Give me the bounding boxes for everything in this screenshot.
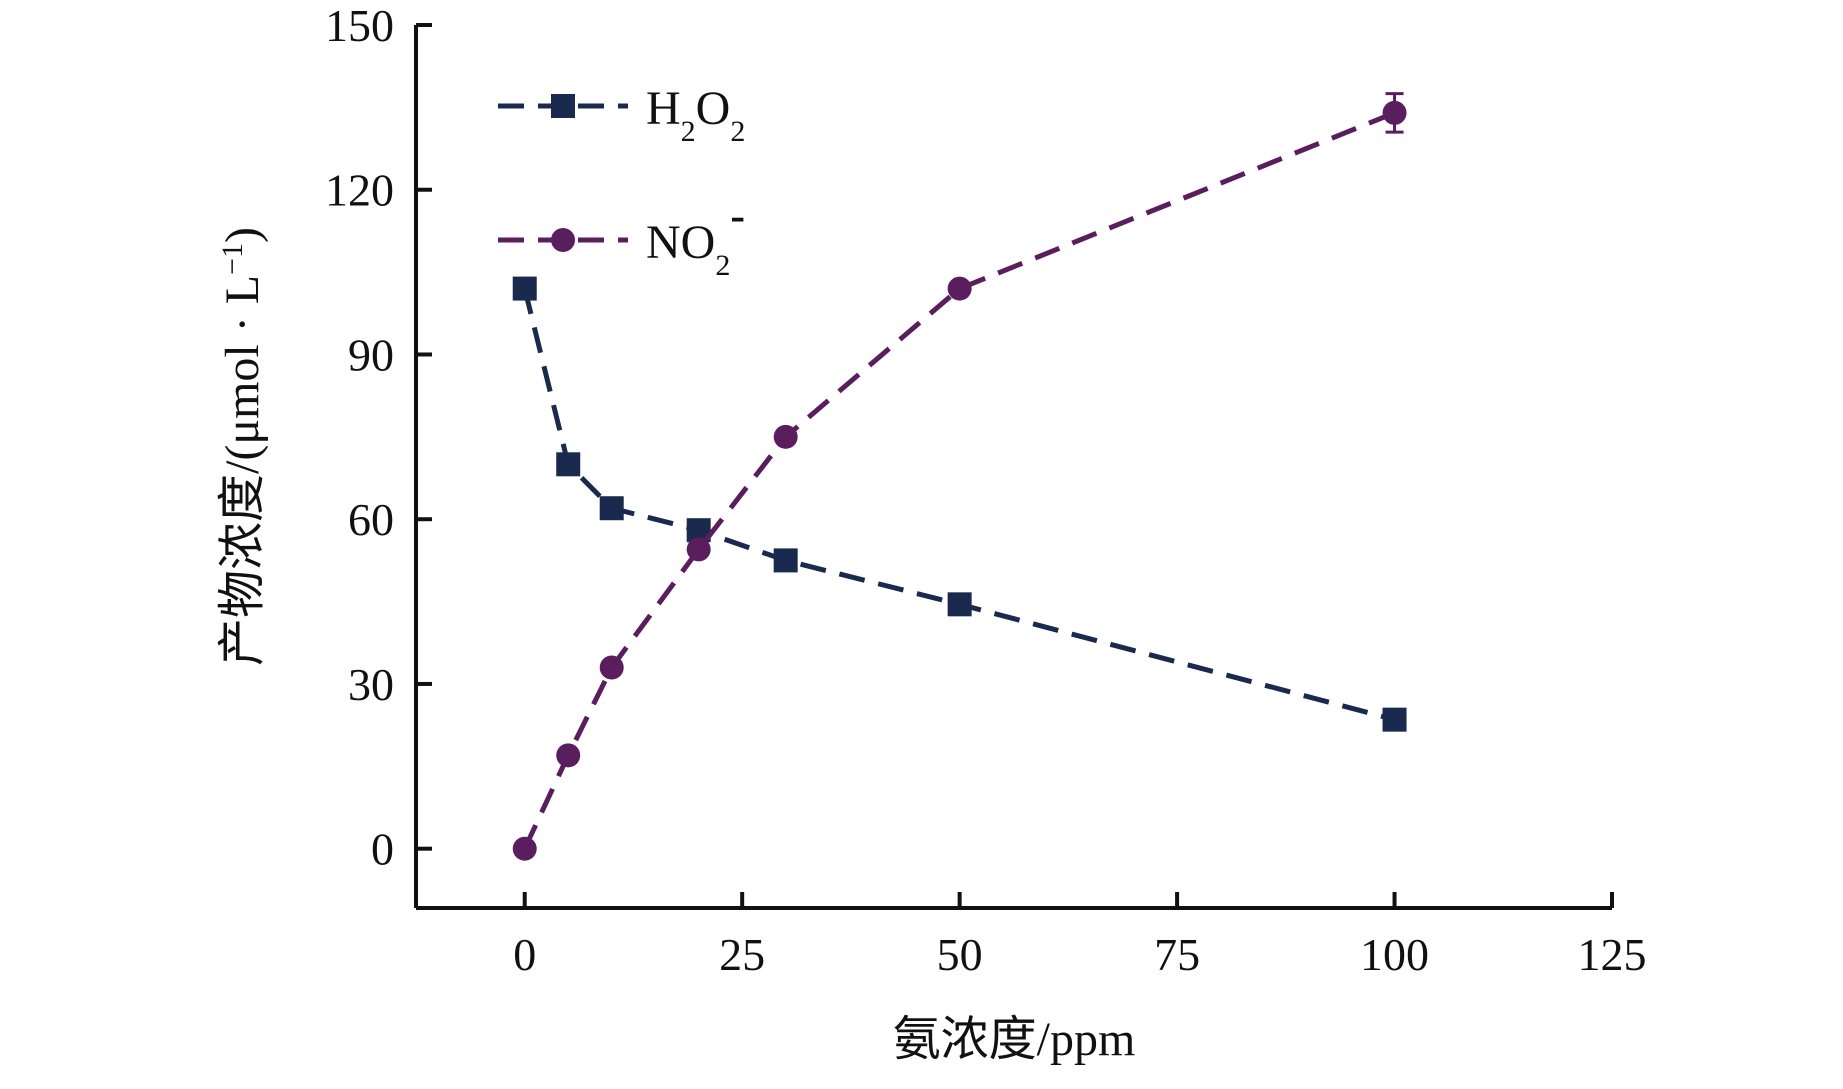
- y-tick-label: 150: [325, 0, 394, 51]
- y-axis-title-sup: −1: [216, 243, 249, 275]
- legend-marker-circle: [551, 228, 575, 252]
- legend-label: H2O2: [646, 82, 745, 148]
- x-tick-label: 100: [1360, 929, 1429, 980]
- legend: H2O2 NO2-: [498, 82, 745, 282]
- data-point-square: [556, 452, 581, 477]
- data-point-square: [947, 592, 972, 617]
- x-axis-ticks: 0 25 50 75 100 125: [513, 892, 1647, 980]
- y-tick-label: 30: [348, 659, 394, 710]
- x-tick-label: 0: [513, 929, 536, 980]
- data-point-circle: [686, 537, 711, 562]
- data-point-square: [773, 548, 798, 573]
- y-tick-label: 120: [325, 165, 394, 216]
- data-point-circle: [773, 424, 798, 449]
- legend-item: NO2-: [498, 191, 745, 282]
- legend-marker-square: [551, 94, 575, 118]
- data-point-circle: [947, 276, 972, 301]
- data-point-circle: [512, 836, 537, 861]
- x-tick-label: 75: [1154, 929, 1200, 980]
- svg-text:产物浓度/(μmol · L−1): 产物浓度/(μmol · L−1): [216, 227, 270, 666]
- legend-item: H2O2: [498, 82, 745, 148]
- data-point-circle: [1382, 100, 1407, 125]
- series-layer: [512, 92, 1407, 861]
- y-axis-title: 产物浓度/(μmol · L−1): [216, 227, 270, 666]
- series-no2: [512, 92, 1407, 861]
- y-tick-label: 0: [371, 824, 394, 875]
- x-tick-label: 125: [1578, 929, 1647, 980]
- legend-label: NO2-: [646, 191, 745, 282]
- data-point-circle: [599, 655, 624, 680]
- data-point-square: [599, 496, 624, 521]
- y-axis-title-close: ): [216, 227, 269, 243]
- y-tick-label: 90: [348, 329, 394, 380]
- series-line: [522, 287, 1396, 723]
- axes: [414, 25, 1612, 910]
- data-point-square: [512, 276, 537, 301]
- x-tick-label: 50: [937, 929, 983, 980]
- x-tick-label: 25: [719, 929, 765, 980]
- y-axis-ticks: 0 30 60 90 120 150: [325, 0, 432, 875]
- y-axis-title-main: 产物浓度/(μmol · L: [216, 275, 269, 666]
- data-point-square: [1382, 707, 1407, 732]
- series-h2o2: [512, 276, 1407, 732]
- data-point-circle: [556, 743, 581, 768]
- x-axis-title: 氨浓度/ppm: [893, 1013, 1136, 1066]
- y-tick-label: 60: [348, 494, 394, 545]
